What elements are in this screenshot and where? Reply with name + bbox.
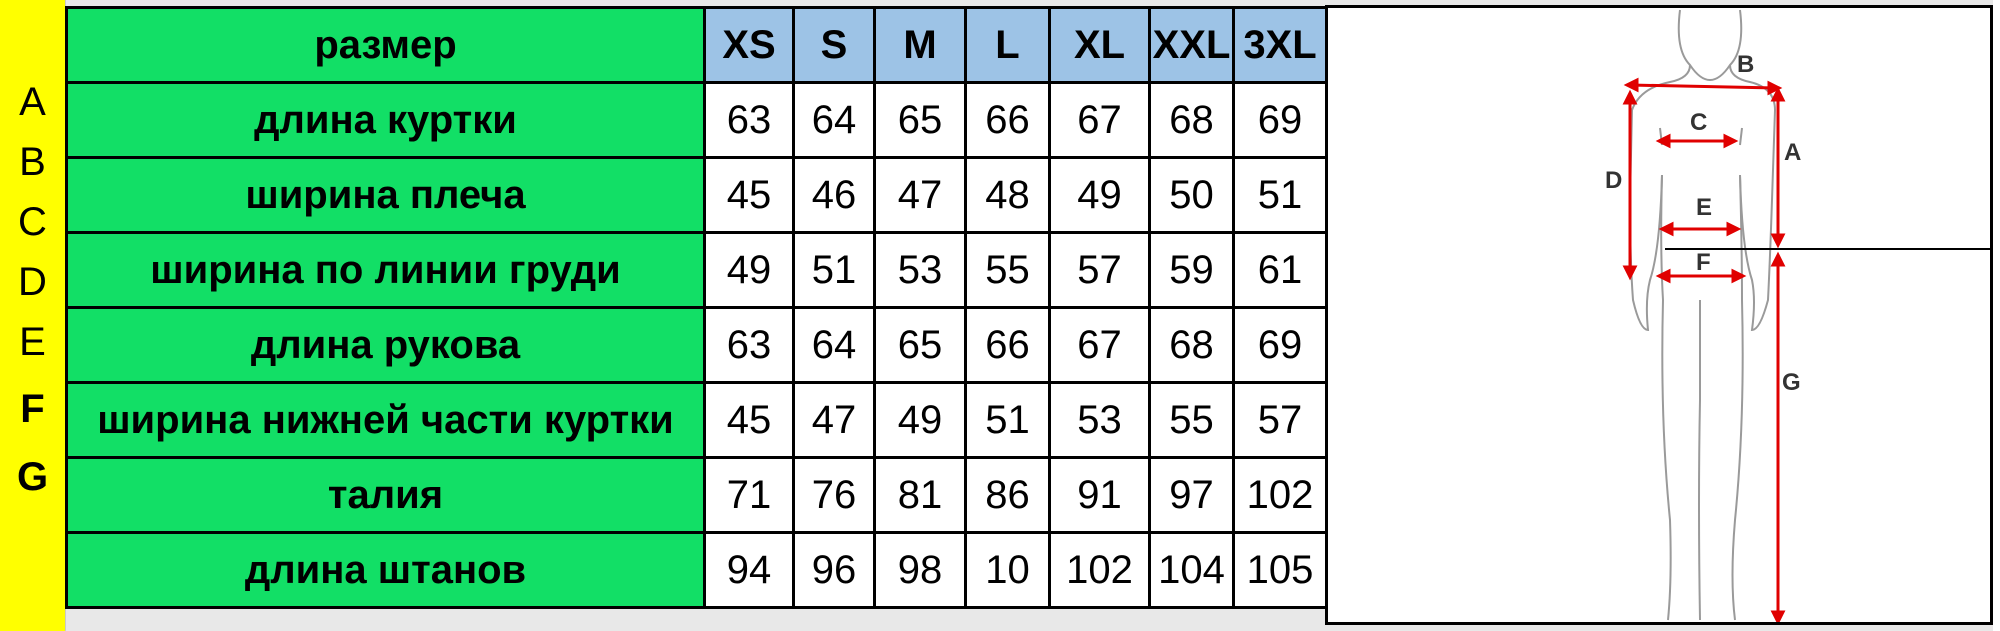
row-letter-c: C [18,199,47,244]
size-value-cell: 57 [1048,231,1151,309]
size-value-cell: 102 [1232,456,1328,534]
size-header-l: L [964,6,1051,84]
size-value-cell: 59 [1148,231,1235,309]
measurement-arrows [1622,77,1786,626]
size-value-cell: 64 [792,306,876,384]
size-value-cell: 96 [792,531,876,609]
spreadsheet-edge [1993,0,2000,631]
size-value-cell: 66 [964,81,1051,159]
size-value-cell: 57 [1232,381,1328,459]
size-value-cell: 47 [873,156,967,234]
size-value-cell: 69 [1232,81,1328,159]
size-value-cell: 81 [873,456,967,534]
size-value-cell: 63 [703,306,795,384]
size-header-s: S [792,6,876,84]
size-value-cell: 51 [792,231,876,309]
size-value-cell: 91 [1048,456,1151,534]
size-value-cell: 10 [964,531,1051,609]
label-c: C [1690,109,1707,136]
size-value-cell: 94 [703,531,795,609]
size-value-cell: 49 [703,231,795,309]
size-value-cell: 49 [1048,156,1151,234]
measurement-label: длина штанов [65,531,706,609]
measurement-label: длина рукова [65,306,706,384]
row-letters-column: A B C D E F G [0,0,66,631]
size-header-xl: XL [1048,6,1151,84]
size-value-cell: 65 [873,81,967,159]
size-value-cell: 68 [1148,81,1235,159]
row-letter-a: A [19,79,46,124]
size-value-cell: 46 [792,156,876,234]
measurement-label: ширина плеча [65,156,706,234]
size-value-cell: 69 [1232,306,1328,384]
label-e: E [1696,194,1712,221]
row-letter-d: D [18,259,47,304]
size-value-cell: 51 [964,381,1051,459]
size-value-cell: 65 [873,306,967,384]
label-a: A [1784,139,1801,166]
size-value-cell: 86 [964,456,1051,534]
table-row: длина куртки 63 64 65 66 67 68 69 [65,81,1328,159]
size-value-cell: 61 [1232,231,1328,309]
size-value-cell: 66 [964,306,1051,384]
row-letter-g: G [16,454,49,499]
row-letter-e: E [19,319,46,364]
size-value-cell: 45 [703,156,795,234]
size-value-cell: 71 [703,456,795,534]
size-value-cell: 47 [792,381,876,459]
table-row: талия 71 76 81 86 91 97 102 [65,456,1328,534]
size-value-cell: 48 [964,156,1051,234]
body-measurement-figure: B C A D E F G [1325,5,1993,626]
measurement-label: ширина по линии груди [65,231,706,309]
size-value-cell: 50 [1148,156,1235,234]
table-row: ширина нижней части куртки 45 47 49 51 53 55 57 [65,381,1328,459]
size-header-m: M [873,6,967,84]
size-table: размер XS S M L XL XXL 3XL длина куртки 63 64 65 6… [65,6,1328,609]
table-row: ширина по линии груди 49 51 53 55 57 59 61 [65,231,1328,309]
table-row: длина рукова 63 64 65 66 67 68 69 [65,306,1328,384]
table-row: длина штанов 94 96 98 10 102 104 105 [65,531,1328,609]
size-value-cell: 49 [873,381,967,459]
size-value-cell: 67 [1048,306,1151,384]
measurement-label: ширина нижней части куртки [65,381,706,459]
size-value-cell: 53 [873,231,967,309]
size-value-cell: 51 [1232,156,1328,234]
size-value-cell: 98 [873,531,967,609]
measurement-label: талия [65,456,706,534]
size-value-cell: 55 [964,231,1051,309]
label-d: D [1605,167,1622,194]
size-value-cell: 53 [1048,381,1151,459]
size-value-cell: 104 [1148,531,1235,609]
header-row: размер XS S M L XL XXL 3XL [65,6,1328,84]
size-header-xxl: XXL [1148,6,1235,84]
size-header-xs: XS [703,6,795,84]
human-outline [1628,9,1777,621]
human-silhouette-diagram: B C A D E F G [1605,9,1990,626]
size-value-cell: 76 [792,456,876,534]
label-b: B [1737,51,1754,78]
size-value-cell: 63 [703,81,795,159]
row-letter-f: F [20,386,45,431]
row-letter-b: B [19,139,46,184]
size-value-cell: 45 [703,381,795,459]
size-value-cell: 105 [1232,531,1328,609]
label-f: F [1696,249,1711,276]
label-g: G [1782,369,1801,396]
size-value-cell: 64 [792,81,876,159]
table-row: ширина плеча 45 46 47 48 49 50 51 [65,156,1328,234]
measurement-label: длина куртки [65,81,706,159]
size-value-cell: 97 [1148,456,1235,534]
size-value-cell: 68 [1148,306,1235,384]
arrow-b [1629,83,1777,90]
header-label: размер [65,6,706,84]
size-value-cell: 102 [1048,531,1151,609]
size-value-cell: 67 [1048,81,1151,159]
size-value-cell: 55 [1148,381,1235,459]
size-header-3xl: 3XL [1232,6,1328,84]
